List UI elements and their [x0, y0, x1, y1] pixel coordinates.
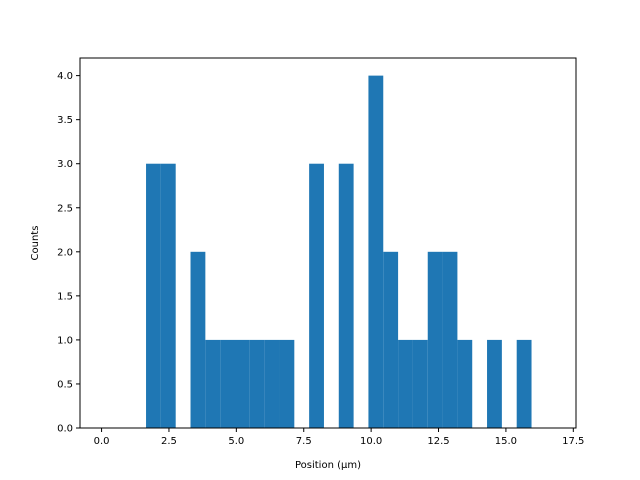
y-tick-label: 3.0 [57, 159, 73, 170]
histogram-bar [368, 75, 384, 429]
x-axis-label: Position (μm) [295, 460, 361, 471]
histogram-bar [190, 251, 206, 428]
x-tick-label: 15.0 [495, 436, 517, 447]
x-tick-label: 2.5 [161, 436, 177, 447]
histogram-bar [383, 251, 399, 428]
histogram-bar [338, 163, 354, 428]
x-tick-label: 5.0 [228, 436, 244, 447]
x-tick-label: 7.5 [296, 436, 312, 447]
histogram-bar [442, 251, 458, 428]
y-tick-label: 0.5 [57, 379, 73, 390]
histogram-bar [279, 339, 295, 428]
histogram-bar [220, 339, 235, 428]
histogram-bar [235, 339, 250, 428]
axes-frame [79, 57, 577, 429]
y-tick-label: 3.5 [57, 115, 73, 126]
histogram-bar [457, 339, 473, 428]
histogram-bar [264, 339, 280, 428]
y-tick-label: 4.0 [57, 71, 73, 82]
x-tick-label: 10.0 [360, 436, 382, 447]
y-tick-label: 0.0 [57, 424, 73, 435]
histogram-bar [205, 339, 221, 428]
x-tick-label: 12.5 [427, 436, 449, 447]
histogram-bar [516, 339, 532, 428]
y-tick-label: 2.5 [57, 203, 73, 214]
y-axis-ticks: 0.0 0.5 1.0 1.5 2.0 2.5 3.0 3.5 4.0 [57, 71, 80, 435]
x-tick-label: 17.5 [562, 436, 584, 447]
histogram-bar [249, 339, 265, 428]
histogram-bar [398, 339, 413, 428]
y-axis-label: Counts [30, 226, 41, 261]
histogram-bar [412, 339, 428, 428]
histogram-bar [146, 163, 161, 428]
histogram-bar [309, 163, 324, 428]
histogram-bar [487, 339, 502, 428]
y-tick-label: 2.0 [57, 247, 73, 258]
y-tick-label: 1.5 [57, 291, 73, 302]
histogram-bar [160, 163, 176, 428]
x-tick-label: 0.0 [94, 436, 110, 447]
y-tick-label: 1.0 [57, 335, 73, 346]
bars-group [146, 75, 532, 429]
histogram-bar [427, 251, 443, 428]
x-axis-ticks: 0.0 2.5 5.0 7.5 10.0 12.5 15.0 17.5 [94, 428, 584, 447]
